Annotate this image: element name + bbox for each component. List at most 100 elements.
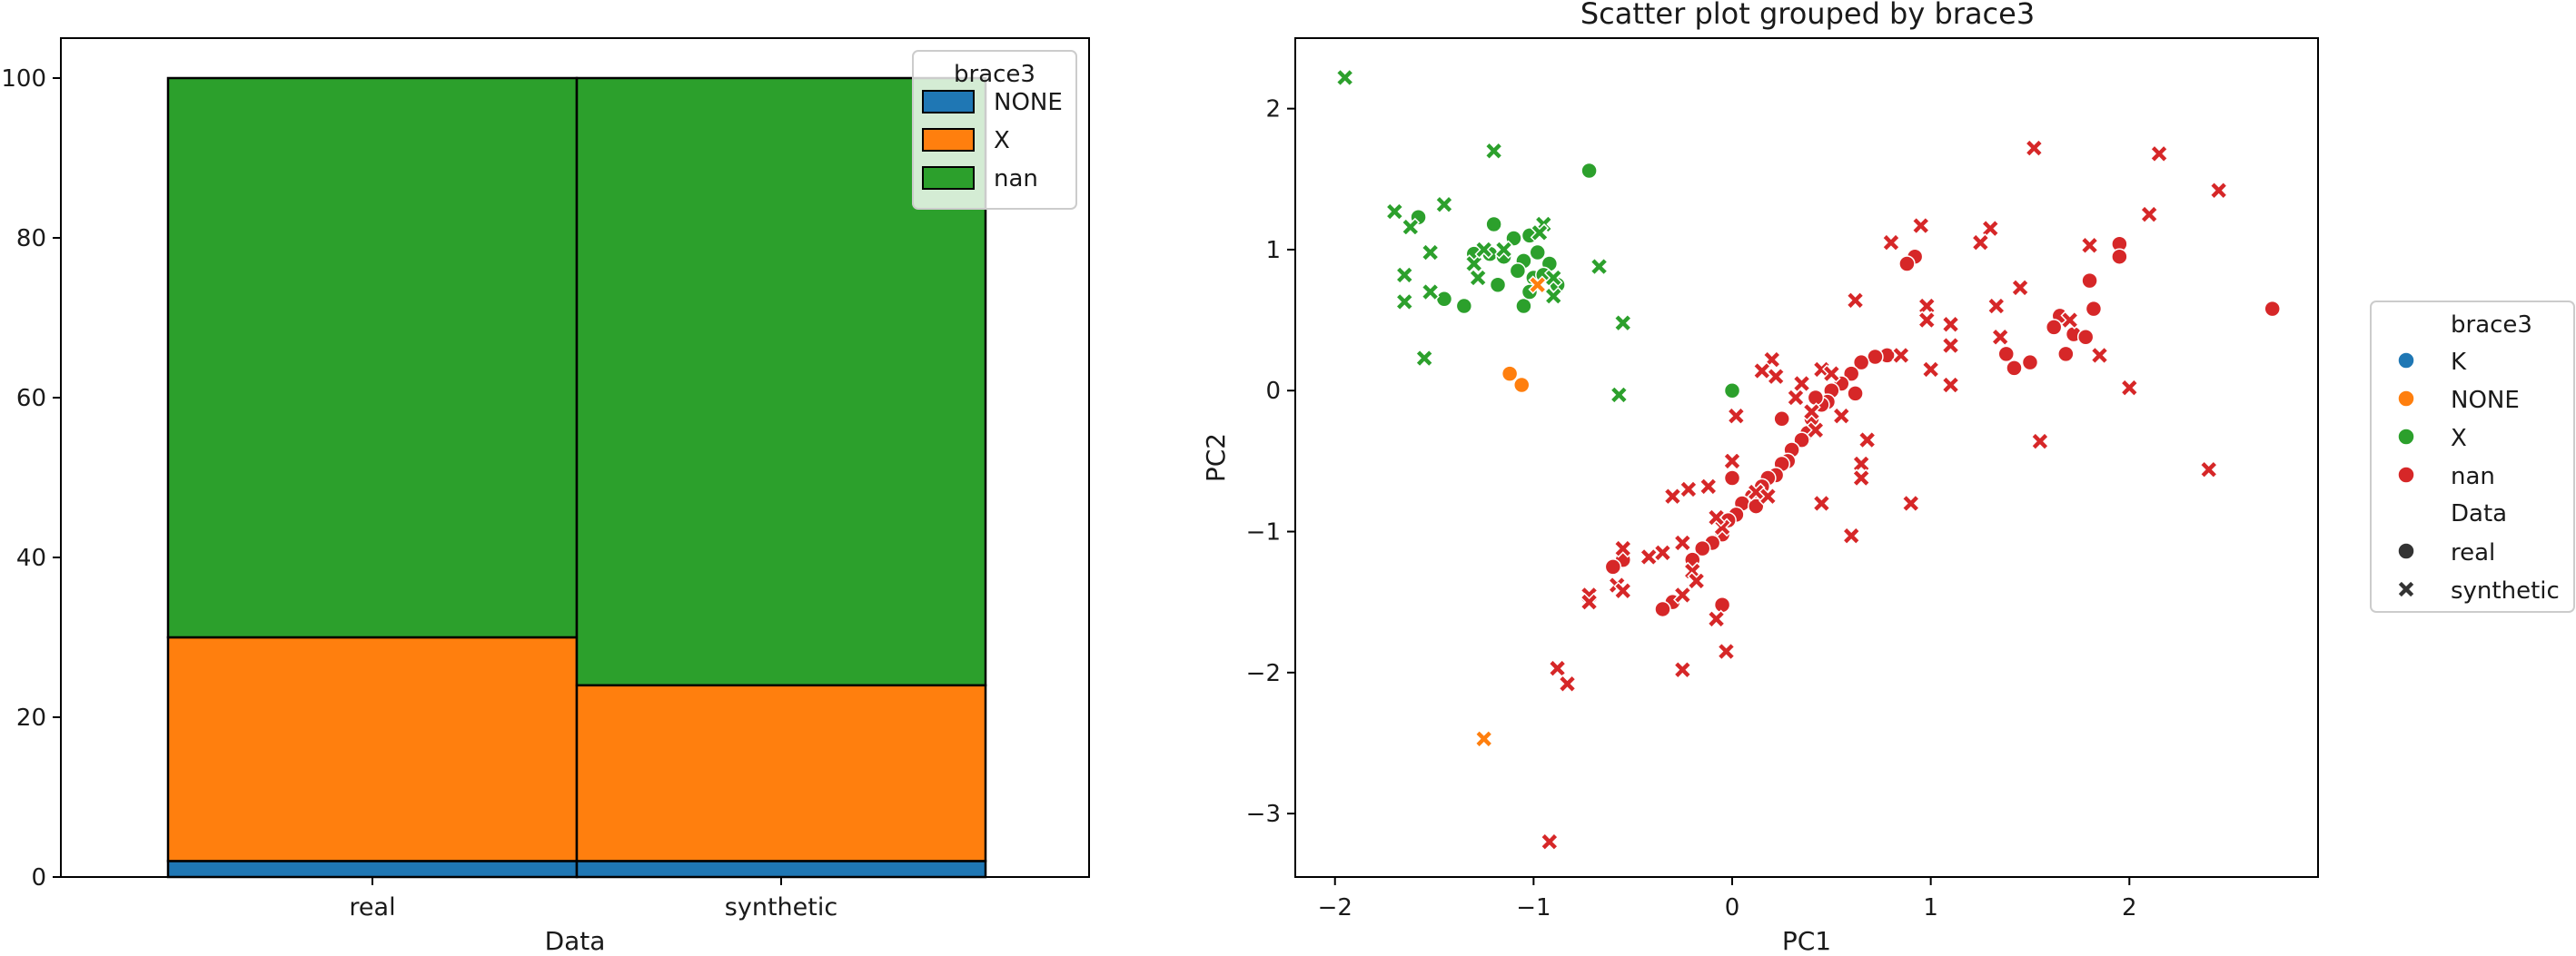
legend-swatch-none bbox=[922, 90, 975, 113]
point-x-synthetic bbox=[1613, 313, 1633, 332]
scatter-legend-title: brace3 bbox=[2451, 311, 2532, 339]
bar-none-synthetic bbox=[575, 860, 987, 879]
point-nan-synthetic bbox=[1980, 219, 2000, 238]
point-x-real bbox=[1723, 381, 1741, 399]
point-nan-synthetic bbox=[1806, 420, 1826, 440]
point-x-real bbox=[1435, 291, 1453, 308]
bar-y-tick-label: 100 bbox=[1, 65, 46, 93]
scatter-legend-label-real: real bbox=[2451, 539, 2495, 567]
point-nan-synthetic bbox=[1707, 508, 1726, 527]
point-nan-synthetic bbox=[1901, 494, 1921, 513]
point-nan-synthetic bbox=[1858, 430, 1877, 449]
scatter-legend-marker-none bbox=[2397, 389, 2415, 408]
point-nan-synthetic bbox=[2025, 138, 2044, 158]
point-nan-synthetic bbox=[1921, 360, 1940, 379]
scatter-x-tick-label: −2 bbox=[1318, 894, 1352, 922]
point-x-synthetic bbox=[1468, 268, 1488, 288]
point-nan-synthetic bbox=[1941, 375, 1960, 395]
point-nan-real bbox=[1773, 410, 1790, 428]
point-none-real bbox=[1501, 365, 1519, 382]
point-none-synthetic bbox=[1474, 729, 1493, 749]
point-nan-synthetic bbox=[1766, 367, 1786, 386]
point-x-real bbox=[1529, 243, 1546, 261]
point-x-synthetic bbox=[1385, 202, 1404, 222]
point-x-synthetic bbox=[1610, 385, 1629, 405]
bar-x-axis-label: Data bbox=[545, 926, 606, 956]
point-none-synthetic bbox=[1528, 275, 1548, 295]
scatter-y-ticks: −3 −2 −1 0 1 2 bbox=[1246, 96, 1295, 828]
scatter-points bbox=[1335, 68, 2281, 852]
bar-y-tick-label: 60 bbox=[16, 385, 46, 412]
point-nan-synthetic bbox=[1717, 642, 1736, 661]
point-x-synthetic bbox=[1394, 292, 1414, 311]
point-x-real bbox=[1580, 162, 1598, 180]
scatter-legend-label-nan: nan bbox=[2451, 463, 2495, 490]
point-x-real bbox=[1489, 276, 1507, 294]
scatter-x-tick-label: 2 bbox=[2122, 894, 2137, 922]
point-nan-real bbox=[1847, 385, 1864, 402]
point-nan-synthetic bbox=[2030, 431, 2050, 451]
scatter-y-tick-label: 2 bbox=[1265, 96, 1281, 123]
scatter-y-tick-label: 0 bbox=[1265, 378, 1281, 405]
scatter-y-tick-label: −2 bbox=[1246, 660, 1281, 687]
point-nan-synthetic bbox=[1653, 543, 1672, 563]
point-nan-real bbox=[1693, 539, 1711, 557]
point-x-synthetic bbox=[1421, 282, 1440, 301]
point-x-real bbox=[1515, 297, 1532, 315]
point-nan-real bbox=[2264, 300, 2281, 318]
point-nan-synthetic bbox=[1802, 402, 1821, 421]
scatter-legend-frame bbox=[2370, 301, 2575, 613]
bar-series-group bbox=[166, 76, 987, 879]
point-nan-synthetic bbox=[1613, 538, 1633, 558]
scatter-legend-marker-nan bbox=[2397, 466, 2415, 484]
point-nan-synthetic bbox=[1673, 533, 1692, 553]
point-nan-real bbox=[1997, 345, 2015, 363]
legend-label-x: X bbox=[994, 127, 1010, 154]
point-nan-synthetic bbox=[2199, 459, 2219, 479]
point-x-synthetic bbox=[1543, 286, 1563, 306]
point-x-synthetic bbox=[1543, 268, 1563, 288]
scatter-legend-label-none: NONE bbox=[2451, 387, 2520, 414]
point-nan-synthetic bbox=[1917, 310, 1937, 330]
point-nan-real bbox=[2085, 300, 2103, 318]
point-nan-synthetic bbox=[1663, 487, 1682, 506]
point-nan-real bbox=[2045, 319, 2063, 336]
point-x-real bbox=[1485, 215, 1502, 233]
point-nan-synthetic bbox=[1911, 216, 1931, 235]
point-nan-real bbox=[2111, 248, 2128, 265]
bar-legend-title: brace3 bbox=[954, 61, 1035, 88]
point-x-synthetic bbox=[1484, 141, 1503, 161]
point-nan-synthetic bbox=[2060, 310, 2079, 330]
bar-nan-real bbox=[166, 76, 579, 639]
point-nan-real bbox=[1723, 469, 1741, 487]
point-nan-real bbox=[1654, 600, 1671, 618]
point-nan-real bbox=[2006, 360, 2023, 377]
scatter-y-tick-label: −1 bbox=[1246, 519, 1281, 547]
point-nan-real bbox=[1842, 365, 1860, 382]
point-nan-synthetic bbox=[1941, 314, 1960, 334]
point-nan-real bbox=[1604, 558, 1622, 576]
point-nan-real bbox=[1713, 596, 1731, 614]
point-nan-synthetic bbox=[1679, 479, 1699, 499]
point-none-real bbox=[1513, 376, 1531, 394]
point-nan-synthetic bbox=[1786, 388, 1806, 408]
scatter-x-axis-label: PC1 bbox=[1782, 926, 1831, 956]
point-nan-synthetic bbox=[1917, 296, 1937, 316]
point-x-synthetic bbox=[1401, 217, 1421, 237]
point-nan-synthetic bbox=[2090, 346, 2109, 365]
point-nan-synthetic bbox=[1891, 346, 1911, 365]
scatter-legend-style-title: Data bbox=[2451, 500, 2507, 527]
scatter-legend-marker-x bbox=[2397, 428, 2415, 446]
point-nan-synthetic bbox=[1990, 327, 2010, 347]
point-nan-synthetic bbox=[1580, 592, 1599, 612]
point-nan-synthetic bbox=[2149, 144, 2169, 163]
bar-x-ticks: real synthetic bbox=[349, 877, 837, 922]
point-x-synthetic bbox=[1590, 257, 1609, 276]
point-nan-synthetic bbox=[2139, 204, 2159, 224]
bar-x-synthetic bbox=[575, 684, 987, 862]
point-nan-synthetic bbox=[1846, 291, 1865, 310]
point-nan-synthetic bbox=[1851, 468, 1871, 488]
